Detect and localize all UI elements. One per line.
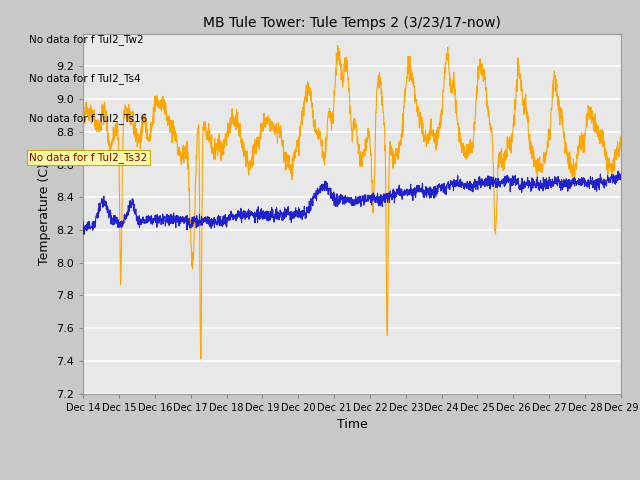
Tul2_Ts-2 <box>380 198 387 204</box>
Tul2_Ts-8 <box>585 110 593 116</box>
Tul2_Ts-2 <box>614 168 622 174</box>
Tul2_Ts-8 <box>230 120 237 126</box>
Text: No data for f Tul2_Ts32: No data for f Tul2_Ts32 <box>29 153 148 163</box>
Title: MB Tule Tower: Tule Temps 2 (3/23/17-now): MB Tule Tower: Tule Temps 2 (3/23/17-now… <box>203 16 501 30</box>
Text: No data for f Tul2_Ts32: No data for f Tul2_Ts32 <box>29 153 148 163</box>
Legend: Tul2_Ts-2, Tul2_Ts-8: Tul2_Ts-2, Tul2_Ts-8 <box>241 479 463 480</box>
Tul2_Ts-2 <box>230 215 237 220</box>
Tul2_Ts-8 <box>334 42 342 48</box>
Tul2_Ts-2 <box>508 182 516 188</box>
Line: Tul2_Ts-8: Tul2_Ts-8 <box>83 45 621 359</box>
Tul2_Ts-8 <box>380 110 387 116</box>
Tul2_Ts-8 <box>570 172 577 178</box>
Line: Tul2_Ts-2: Tul2_Ts-2 <box>83 171 621 234</box>
Text: No data for f Tul2_Ts4: No data for f Tul2_Ts4 <box>29 73 141 84</box>
Tul2_Ts-8 <box>509 129 516 134</box>
Tul2_Ts-8 <box>79 120 87 125</box>
Text: No data for f Tul2_Tw2: No data for f Tul2_Tw2 <box>29 34 144 45</box>
Tul2_Ts-2 <box>617 176 625 182</box>
Tul2_Ts-2 <box>570 177 577 183</box>
Tul2_Ts-2 <box>80 231 88 237</box>
Tul2_Ts-2 <box>584 177 592 183</box>
Tul2_Ts-8 <box>617 142 625 148</box>
Tul2_Ts-8 <box>197 356 205 362</box>
Text: No data for f Tul2_Ts16: No data for f Tul2_Ts16 <box>29 113 148 124</box>
Tul2_Ts-8 <box>368 180 376 186</box>
Tul2_Ts-2 <box>79 219 87 225</box>
Y-axis label: Temperature (C): Temperature (C) <box>38 163 51 264</box>
X-axis label: Time: Time <box>337 418 367 431</box>
Tul2_Ts-2 <box>368 202 376 208</box>
